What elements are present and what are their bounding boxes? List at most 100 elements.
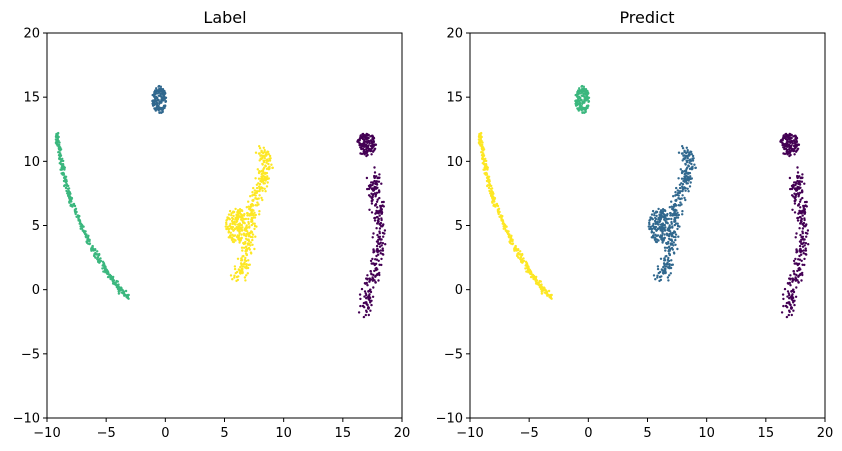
scatter-point <box>380 204 383 208</box>
scatter-point <box>493 200 496 203</box>
scatter-point <box>685 178 688 181</box>
scatter-point <box>371 236 374 239</box>
scatter-point <box>261 189 264 192</box>
scatter-point <box>494 205 497 208</box>
scatter-point <box>153 103 156 107</box>
scatter-point <box>251 191 254 194</box>
scatter-point <box>270 163 273 166</box>
scatter-point <box>239 224 242 227</box>
scatter-point <box>677 213 680 217</box>
scatter-point <box>802 252 805 255</box>
scatter-point <box>794 146 797 150</box>
scatter-point <box>797 182 800 185</box>
scatter-point <box>683 157 686 161</box>
scatter-point <box>246 214 249 217</box>
scatter-point <box>665 232 669 235</box>
scatter-point <box>801 176 804 179</box>
scatter-point <box>360 136 363 140</box>
scatter-point <box>689 177 692 181</box>
scatter-point <box>785 315 789 319</box>
scatter-point <box>153 94 156 97</box>
scatter-point <box>678 183 682 186</box>
scatter-point <box>685 159 688 162</box>
scatter-point <box>251 243 254 246</box>
scatter-point <box>672 203 676 206</box>
scatter-point <box>653 219 657 223</box>
scatter-point <box>375 200 379 203</box>
scatter-point <box>371 134 374 137</box>
scatter-point <box>245 206 248 209</box>
scatter-point <box>665 246 669 249</box>
scatter-point <box>378 245 382 248</box>
scatter-point <box>673 220 676 223</box>
scatter-point <box>227 228 230 231</box>
scatter-point <box>801 273 804 277</box>
scatter-point <box>241 255 244 258</box>
scatter-point <box>682 170 685 173</box>
scatter-point <box>362 148 365 151</box>
scatter-point <box>375 266 378 270</box>
scatter-point <box>233 265 237 268</box>
scatter-point <box>786 151 789 155</box>
scatter-point <box>664 255 667 258</box>
scatter-point <box>238 228 241 231</box>
scatter-point <box>534 275 537 279</box>
scatter-point <box>252 216 255 219</box>
scatter-point <box>358 293 362 296</box>
scatter-point <box>793 272 796 275</box>
scatter-point <box>519 250 522 253</box>
y-tick-label: 15 <box>23 91 40 106</box>
scatter-point <box>669 232 673 235</box>
scatter-point <box>663 214 667 217</box>
scatter-point <box>372 144 375 147</box>
scatter-point <box>663 246 667 249</box>
scatter-point <box>227 213 231 216</box>
scatter-point <box>490 189 493 193</box>
scatter-point <box>249 203 253 206</box>
scatter-point <box>238 230 241 233</box>
scatter-point <box>668 264 671 268</box>
scatter-point <box>805 235 808 238</box>
scatter-point <box>486 175 489 178</box>
scatter-point <box>232 214 235 218</box>
scatter-point <box>373 250 376 253</box>
scatter-point <box>377 253 380 256</box>
scatter-point <box>800 221 803 224</box>
scatter-point <box>662 272 665 275</box>
scatter-point <box>266 177 269 181</box>
scatter-point <box>369 135 372 138</box>
scatter-point <box>667 279 670 282</box>
y-tick-label: 10 <box>446 155 463 170</box>
scatter-point <box>687 172 690 175</box>
scatter-point <box>480 154 484 157</box>
scatter-point <box>260 173 263 176</box>
scatter-point <box>663 233 666 236</box>
scatter-point <box>373 149 376 152</box>
scatter-point <box>795 182 798 185</box>
scatter-point <box>370 202 374 205</box>
scatter-point <box>375 244 379 248</box>
scatter-point <box>240 246 244 249</box>
scatter-point <box>157 98 160 102</box>
scatter-point <box>365 310 368 314</box>
scatter-point <box>782 146 785 149</box>
scatter-point <box>801 214 804 217</box>
scatter-point <box>802 249 805 252</box>
scatter-point <box>794 257 797 261</box>
scatter-point <box>663 257 666 260</box>
scatter-point <box>691 165 694 168</box>
scatter-point <box>484 157 487 160</box>
scatter-point <box>687 165 690 168</box>
scatter-point <box>792 135 795 138</box>
scatter-point <box>267 150 270 154</box>
scatter-point <box>487 186 491 190</box>
scatter-point <box>74 211 77 214</box>
scatter-point <box>676 216 680 219</box>
scatter-point <box>77 217 80 220</box>
scatter-point <box>797 263 800 266</box>
scatter-point <box>797 212 800 215</box>
scatter-point <box>687 190 690 193</box>
scatter-point <box>361 133 364 136</box>
scatter-point <box>236 223 240 226</box>
scatter-point <box>580 89 584 93</box>
